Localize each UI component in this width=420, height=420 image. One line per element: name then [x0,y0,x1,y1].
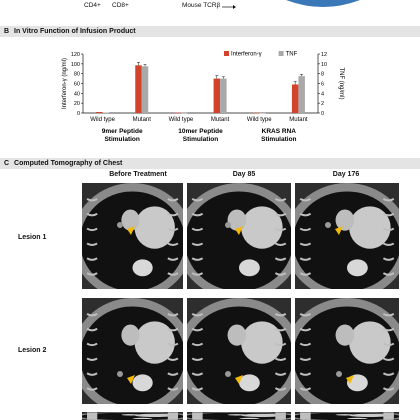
tick-label-left-6: 120 [71,52,80,58]
ct-image-lesion2-day176 [295,298,399,404]
lesion-nodule [117,222,123,228]
ct-image-lesion1-before [82,183,183,289]
ct-scan-graphic [295,412,399,420]
row-lesion-1: Lesion 1 [18,234,47,241]
group-label-2-1: Stimulation [261,136,296,143]
category-label-5: Mutant [289,117,308,123]
ct-image-lesion3-day176 [295,412,399,420]
ct-scan-graphic [82,183,183,289]
lesion-nodule [336,371,342,377]
arrow-right-icon [222,5,236,9]
panel-b-letter: B [4,28,10,35]
category-label-4: Wild type [247,117,272,123]
flow-plot-remnant [286,0,360,7]
lesion-nodule [325,222,331,228]
column-day-176: Day 176 [332,171,360,178]
column-before-treatment: Before Treatment [109,171,167,178]
tick-label-right-5: 10 [321,62,327,68]
group-label-0-0: 9mer Peptide [102,128,143,135]
legend-swatch-0 [224,51,229,56]
bar-tnf-0 [102,112,110,114]
bar-ifn-0 [96,112,103,113]
panel-c-letter: C [4,160,10,167]
group-label-1-0: 10mer Peptide [178,128,223,135]
ct-scan-graphic [295,183,399,289]
mouse-tcr-label: Mouse TCRβ [182,2,221,9]
bar-tnf-4 [259,112,266,114]
ct-scan-graphic [187,183,291,289]
ct-image-lesion2-before [82,298,183,404]
lesion-arrow-icon [235,226,243,235]
tick-label-left-5: 100 [71,62,80,68]
tick-label-right-2: 4 [321,91,324,97]
column-day-85: Day 85 [232,171,256,178]
ct-scan-graphic [82,298,183,404]
bar-ifn-2 [174,112,181,114]
bar-tnf-1 [141,66,149,113]
legend-label-1: TNF [286,52,298,58]
tick-label-left-1: 20 [74,101,80,107]
lesion-arrow-icon [235,375,243,384]
ct-image-lesion3-before [82,412,183,420]
bar-ifn-1 [135,65,142,113]
bar-ifn-4 [252,112,260,114]
lesion-arrow-icon [346,375,354,384]
bar-ifn-5 [291,84,299,113]
tick-label-right-3: 6 [321,82,324,88]
tick-label-left-3: 60 [74,82,80,88]
category-label-1: Mutant [133,117,152,123]
cd4-label: CD4+ [84,2,101,9]
ct-scan-graphic [187,298,291,404]
ct-scan-graphic [295,298,399,404]
bar-tnf-5 [298,76,305,113]
category-label-2: Wild type [169,117,194,123]
group-label-0-1: Stimulation [104,136,139,143]
ct-scan-graphic [82,412,183,420]
tick-label-right-0: 0 [321,111,324,117]
bar-ifn-3 [213,78,221,113]
legend-label-0: Interferon-γ [231,52,262,58]
ct-scan-graphic [187,412,291,420]
category-label-3: Mutant [211,117,230,123]
tick-label-left-0: 0 [77,111,80,117]
bar-tnf-2 [180,112,188,114]
lesion-nodule [225,371,231,377]
lesion-arrow-icon [335,226,343,235]
y-axis-right-title: TNF (ng/ml) [338,68,344,100]
tick-label-left-4: 80 [74,72,80,78]
lesion-nodule [225,222,231,228]
lesion-nodule [117,371,123,377]
row-lesion-2: Lesion 2 [18,347,47,354]
ct-image-lesion2-day85 [187,298,291,404]
legend-swatch-1 [278,51,284,56]
group-label-1-1: Stimulation [183,136,218,143]
tick-label-left-2: 40 [74,91,80,97]
category-label-0: Wild type [90,117,115,123]
lesion-arrow-icon [127,226,135,235]
y-axis-left-title: Interferon-γ (ng/ml) [62,58,68,109]
panel-c-title: Computed Tomography of Chest [14,160,123,167]
tick-label-right-4: 8 [321,72,324,78]
panel-b-title: In Vitro Function of Infusion Product [14,28,136,35]
panel-c-header: C Computed Tomography of Chest [0,158,420,169]
lesion-arrow-icon [127,375,135,384]
tick-label-right-1: 2 [321,101,324,107]
ct-image-lesion1-day85 [187,183,291,289]
tick-label-right-6: 12 [321,52,327,58]
bar-tnf-3 [220,78,227,113]
panel-b-header: B In Vitro Function of Infusion Product [0,26,420,37]
cd8-label: CD8+ [112,2,129,9]
group-label-2-0: KRAS RNA [262,128,297,135]
panel-a-remnant: CD4+ CD8+ Mouse TCRβ [0,0,420,14]
ct-image-lesion1-day176 [295,183,399,289]
cytokine-bar-chart: 0 20 40 60 80 100 120 0 2 4 6 8 10 12 Interferon-γ (ng… [62,51,344,143]
ct-image-lesion3-day85 [187,412,291,420]
